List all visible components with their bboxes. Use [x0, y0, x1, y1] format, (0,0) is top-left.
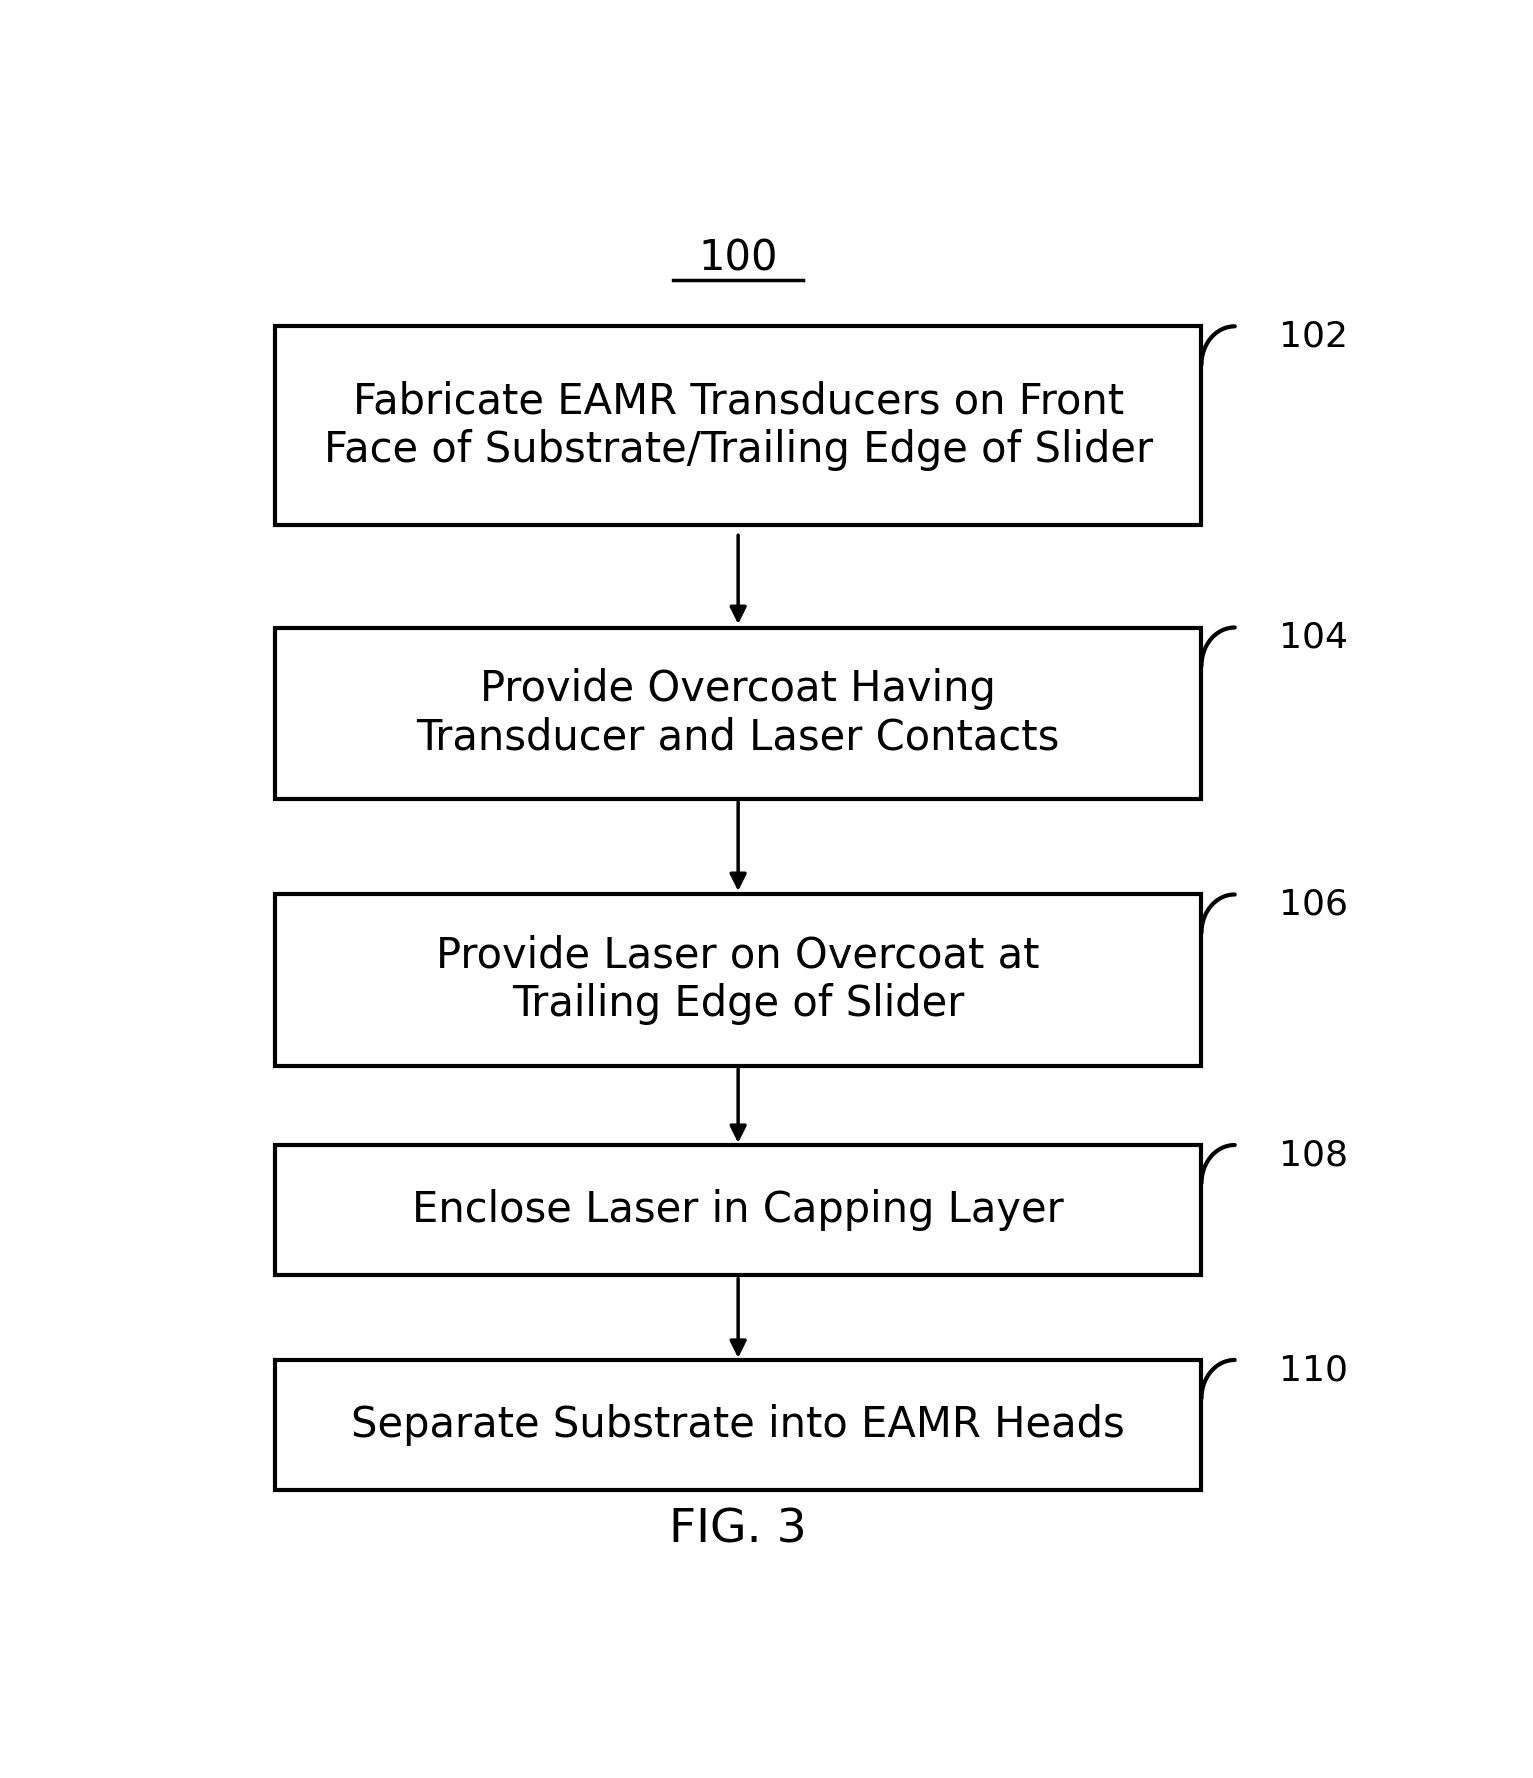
Text: 106: 106: [1279, 887, 1348, 921]
Text: 108: 108: [1279, 1138, 1348, 1172]
FancyBboxPatch shape: [274, 327, 1202, 525]
FancyBboxPatch shape: [274, 894, 1202, 1065]
Text: 102: 102: [1279, 320, 1348, 354]
Text: FIG. 3: FIG. 3: [670, 1508, 806, 1552]
Text: Enclose Laser in Capping Layer: Enclose Laser in Capping Layer: [412, 1189, 1064, 1230]
FancyBboxPatch shape: [274, 1360, 1202, 1490]
Text: Fabricate EAMR Transducers on Front
Face of Substrate/Trailing Edge of Slider: Fabricate EAMR Transducers on Front Face…: [323, 380, 1153, 471]
Text: Provide Overcoat Having
Transducer and Laser Contacts: Provide Overcoat Having Transducer and L…: [417, 669, 1059, 759]
Text: 110: 110: [1279, 1353, 1348, 1387]
Text: Separate Substrate into EAMR Heads: Separate Substrate into EAMR Heads: [351, 1405, 1125, 1446]
FancyBboxPatch shape: [274, 628, 1202, 798]
Text: 104: 104: [1279, 621, 1348, 654]
Text: 100: 100: [699, 238, 777, 279]
FancyBboxPatch shape: [274, 1145, 1202, 1275]
Text: Provide Laser on Overcoat at
Trailing Edge of Slider: Provide Laser on Overcoat at Trailing Ed…: [437, 935, 1039, 1026]
